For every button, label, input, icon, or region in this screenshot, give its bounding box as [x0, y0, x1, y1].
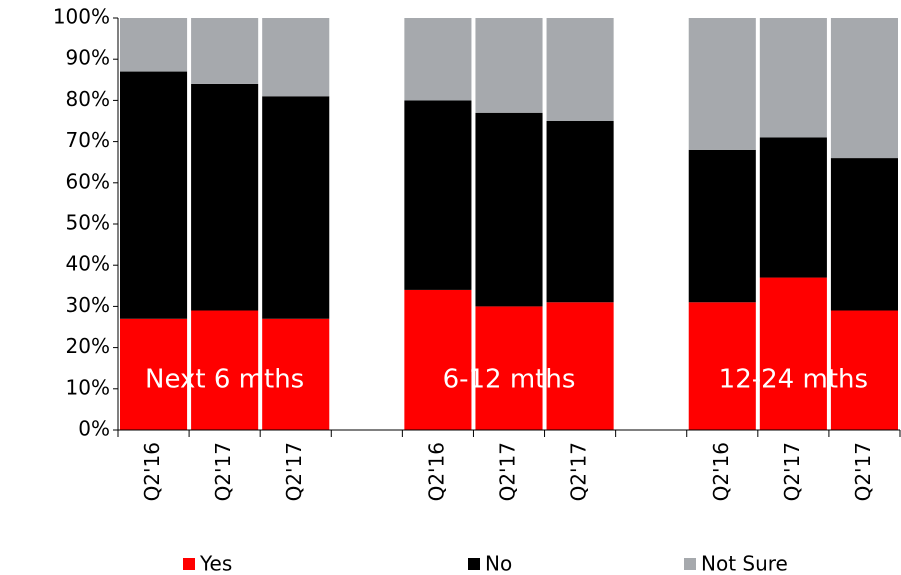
- y-tick-label: 100%: [53, 5, 110, 29]
- bar-segment: [759, 277, 827, 430]
- bar-segment: [830, 310, 898, 430]
- y-tick-label: 60%: [66, 169, 110, 193]
- bar-segment: [191, 18, 259, 84]
- x-tick-label: Q2'16: [709, 442, 733, 501]
- legend-swatch: [468, 558, 480, 570]
- x-tick-label: Q2'17: [211, 442, 235, 501]
- y-tick-label: 40%: [66, 252, 110, 276]
- x-tick-label: Q2'17: [780, 442, 804, 501]
- bar-segment: [120, 18, 188, 72]
- bar-segment: [688, 149, 756, 303]
- x-tick-label: Q2'17: [496, 442, 520, 501]
- bar-segment: [546, 18, 614, 121]
- annotation: Next 6 mths: [145, 365, 304, 395]
- bar-segment: [262, 18, 330, 97]
- y-tick-label: 0%: [78, 417, 110, 441]
- annotation: 12-24 mths: [719, 365, 868, 395]
- bar-segment: [191, 310, 259, 430]
- y-tick-label: 30%: [66, 293, 110, 317]
- legend-label: Yes: [199, 552, 232, 575]
- x-tick-label: Q2'16: [140, 442, 164, 501]
- bar-segment: [546, 302, 614, 430]
- bar-segment: [688, 18, 756, 150]
- y-tick-label: 20%: [66, 334, 110, 358]
- bar-segment: [546, 121, 614, 303]
- annotation: 6-12 mths: [443, 365, 576, 395]
- x-tick-label: Q2'17: [282, 442, 306, 501]
- legend-swatch: [684, 558, 696, 570]
- y-tick-label: 90%: [66, 46, 110, 70]
- legend-label: Not Sure: [701, 552, 788, 575]
- x-tick-label: Q2'17: [567, 442, 591, 501]
- y-tick-label: 80%: [66, 87, 110, 111]
- bar-segment: [688, 302, 756, 430]
- bar-segment: [404, 18, 472, 101]
- bar-segment: [830, 18, 898, 159]
- bar-segment: [262, 318, 330, 430]
- bar-segment: [120, 71, 188, 319]
- legend-label: No: [485, 552, 512, 575]
- y-tick-label: 70%: [66, 128, 110, 152]
- bar-segment: [120, 318, 188, 430]
- x-tick-label: Q2'16: [424, 442, 448, 501]
- bar-segment: [830, 158, 898, 311]
- x-tick-label: Q2'17: [851, 442, 875, 501]
- y-tick-label: 10%: [66, 375, 110, 399]
- bar-segment: [475, 18, 543, 113]
- bar-segment: [475, 306, 543, 430]
- bar-segment: [404, 100, 472, 290]
- bar-segment: [404, 289, 472, 430]
- bar-segment: [475, 112, 543, 307]
- legend-swatch: [183, 558, 195, 570]
- bar-segment: [759, 18, 827, 138]
- y-tick-label: 50%: [66, 211, 110, 235]
- bar-segment: [262, 96, 330, 319]
- bar-segment: [759, 137, 827, 278]
- bar-segment: [191, 83, 259, 311]
